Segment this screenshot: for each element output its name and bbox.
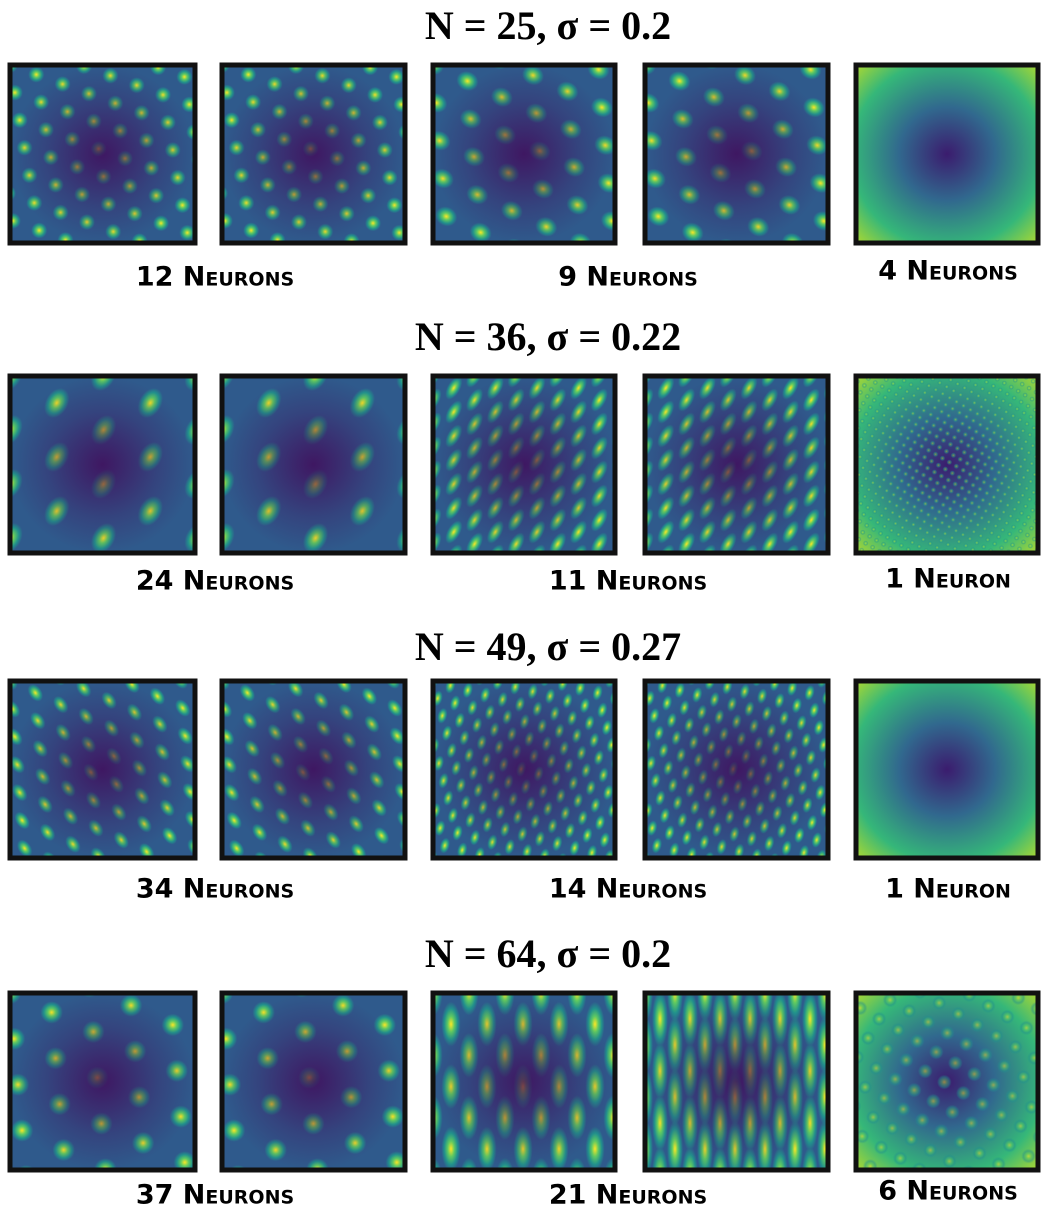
heatmap-shade [645, 993, 828, 1170]
heatmap-shade [433, 376, 615, 553]
panel-label: 1 Neuron [885, 874, 1011, 905]
heatmap-panel [222, 376, 405, 553]
heatmap-shade [433, 65, 615, 243]
heatmap-panel [10, 681, 195, 858]
heatmap-panel [856, 993, 1038, 1170]
heatmap-shade [10, 65, 195, 243]
heatmap-panel [856, 376, 1038, 553]
heatmap-texture [856, 993, 1038, 1170]
heatmap-panel [856, 65, 1038, 243]
heatmap-panel [222, 681, 405, 858]
panel-label: 11 Neurons [549, 566, 707, 597]
panel-label: 37 Neurons [136, 1180, 294, 1211]
heatmap-shade [645, 376, 828, 553]
heatmap-shade [222, 65, 405, 243]
panel-label: 24 Neurons [136, 566, 294, 597]
panel-label: 14 Neurons [549, 874, 707, 905]
heatmap-panel [433, 681, 615, 858]
heatmap-panel [222, 993, 405, 1170]
heatmap-shade [10, 993, 195, 1170]
panel-label: 1 Neuron [885, 564, 1011, 595]
heatmap-shade [10, 376, 195, 553]
panel-label: 34 Neurons [136, 874, 294, 905]
heatmap-shade [222, 681, 405, 858]
page: N = 25, σ = 0.2 12 Neurons 9 Neurons 4 Neur… [0, 0, 1041, 1213]
panel-label: 9 Neurons [558, 262, 698, 293]
heatmap-fill [856, 681, 1038, 858]
row-title: N = 25, σ = 0.2 [425, 3, 671, 48]
heatmap-panel [10, 993, 195, 1170]
heatmap-panel [433, 65, 615, 243]
heatmap-panel [645, 681, 828, 858]
panel-label: 6 Neurons [878, 1176, 1018, 1207]
heatmap-panel [10, 376, 195, 553]
heatmap-panel [222, 65, 405, 243]
heatmap-panel [645, 65, 828, 243]
heatmap-panel [433, 993, 615, 1170]
row-title: N = 36, σ = 0.22 [415, 314, 681, 359]
heatmap-shade [433, 681, 615, 858]
heatmap-shade [645, 681, 828, 858]
heatmap-panel [433, 376, 615, 553]
figure: N = 25, σ = 0.2 12 Neurons 9 Neurons 4 Neur… [0, 0, 1041, 1213]
heatmap-shade [10, 681, 195, 858]
heatmap-fill [856, 65, 1038, 243]
heatmap-texture [856, 376, 1038, 553]
heatmap-panel [645, 993, 828, 1170]
heatmap-panel [645, 376, 828, 553]
heatmap-shade [222, 376, 405, 553]
heatmap-shade [222, 993, 405, 1170]
panel-label: 12 Neurons [136, 262, 294, 293]
heatmap-shade [645, 65, 828, 243]
heatmap-panel [10, 65, 195, 243]
panel-label: 21 Neurons [549, 1180, 707, 1211]
heatmap-panel [856, 681, 1038, 858]
row-title: N = 64, σ = 0.2 [425, 931, 671, 976]
heatmap-shade [433, 993, 615, 1170]
panel-label: 4 Neurons [878, 256, 1018, 287]
row-title: N = 49, σ = 0.27 [415, 624, 681, 669]
